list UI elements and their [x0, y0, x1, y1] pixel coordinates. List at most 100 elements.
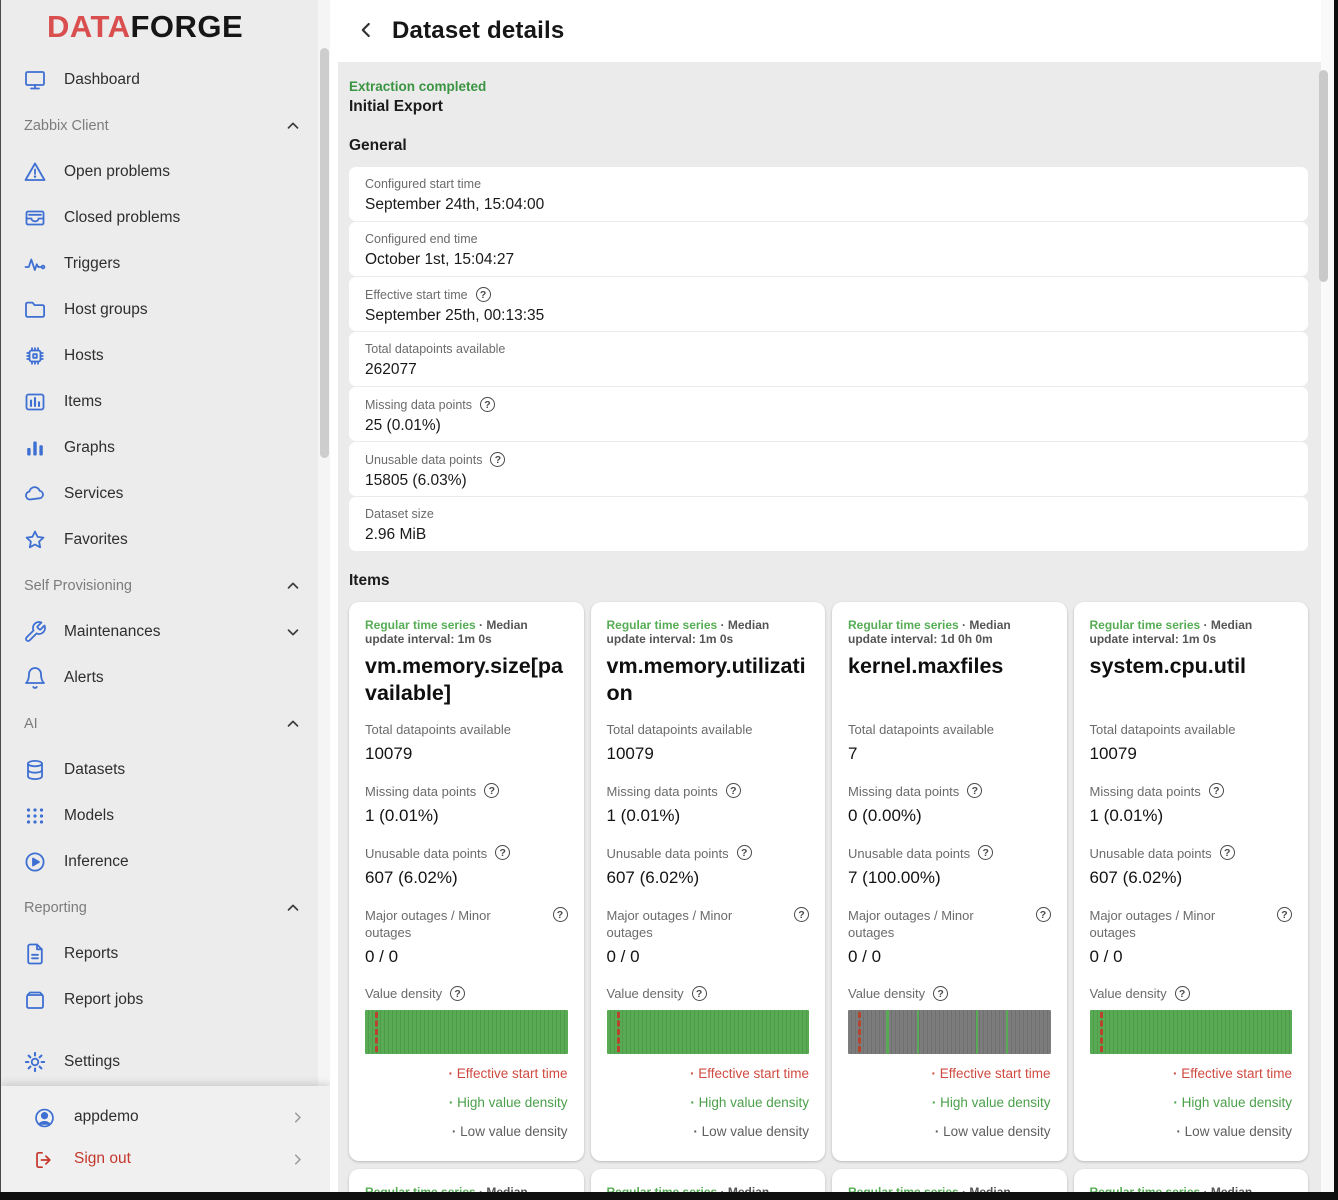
stat-value: 10079 — [365, 744, 413, 763]
item-card-kernel-maxfiles[interactable]: Regular time seriesMedian update interva… — [832, 602, 1067, 1161]
help-icon[interactable] — [552, 907, 568, 922]
help-icon[interactable] — [967, 783, 983, 798]
help-icon[interactable] — [1219, 845, 1235, 860]
value-density-block: Value density — [365, 986, 568, 1054]
help-icon[interactable] — [725, 783, 741, 798]
main-scrollbar-thumb[interactable] — [1319, 70, 1328, 282]
help-icon[interactable] — [490, 452, 506, 467]
stat-value: 607 (6.02%) — [1089, 868, 1183, 887]
sidebar-item-label: Host groups — [64, 301, 148, 318]
sidebar-item-inference[interactable]: Inference — [1, 839, 330, 885]
help-icon[interactable] — [933, 986, 949, 1001]
main-scrollbar-track[interactable] — [1319, 0, 1334, 1200]
sidebar-section-self-provisioning[interactable]: Self Provisioning — [1, 563, 330, 609]
sidebar-item-items[interactable]: Items — [1, 379, 330, 425]
help-icon[interactable] — [484, 783, 500, 798]
help-icon[interactable] — [736, 845, 752, 860]
stat-value: 0 (0.00%) — [848, 806, 922, 825]
app-logo[interactable]: DATAFORGE — [1, 0, 330, 57]
sidebar-scrollbar-track[interactable] — [318, 0, 330, 1200]
sidebar-footer-sign-out[interactable]: Sign out — [1, 1138, 330, 1180]
sidebar-item-reports[interactable]: Reports — [1, 931, 330, 977]
sidebar-section-label: Reporting — [24, 900, 87, 916]
status-block: Extraction completed Initial Export — [349, 79, 1308, 116]
stat-missing-data-points: Missing data points 1 (0.01%) — [607, 783, 810, 826]
sidebar-item-graphs[interactable]: Graphs — [1, 425, 330, 471]
chevron-up-icon[interactable] — [284, 715, 302, 733]
sidebar-item-host-groups[interactable]: Host groups — [1, 287, 330, 333]
chevron-up-icon[interactable] — [284, 117, 302, 135]
sidebar-item-label: Closed problems — [64, 209, 181, 226]
stat-label: Total datapoints available — [606, 722, 753, 737]
legend-low-value-density: Low value density — [607, 1117, 809, 1146]
legend-low-value-density: Low value density — [848, 1117, 1050, 1146]
stat-label: Unusable data points — [848, 846, 971, 861]
star-icon — [23, 528, 47, 552]
sidebar-item-label: Favorites — [64, 531, 128, 548]
dataset-name: Initial Export — [349, 98, 443, 115]
sidebar-item-report-jobs[interactable]: Report jobs — [1, 977, 330, 1023]
help-icon[interactable] — [1208, 783, 1224, 798]
sidebar-item-label: Triggers — [64, 255, 121, 272]
sidebar-item-settings[interactable]: Settings — [1, 1039, 330, 1085]
back-button[interactable] — [353, 17, 379, 46]
stat-total-datapoints-available: Total datapoints available 7 — [848, 721, 1051, 764]
logout-icon — [33, 1148, 56, 1171]
help-icon[interactable] — [794, 907, 809, 922]
sidebar-section-ai[interactable]: AI — [1, 701, 330, 747]
user-circle-icon — [33, 1106, 56, 1129]
monitor-icon — [23, 68, 47, 92]
sidebar-item-triggers[interactable]: Triggers — [1, 241, 330, 287]
value-density-label: Value density — [1089, 986, 1167, 1001]
high-density-stripe — [975, 1010, 979, 1054]
folder-icon — [23, 298, 47, 322]
help-icon[interactable] — [450, 986, 466, 1001]
general-row-label: Effective start time — [365, 287, 468, 302]
item-card-vm-memory-utilization[interactable]: Regular time seriesMedian update interva… — [590, 602, 825, 1161]
sidebar-footer-label: appdemo — [74, 1108, 139, 1125]
sidebar-item-favorites[interactable]: Favorites — [1, 517, 330, 563]
sidebar-item-alerts[interactable]: Alerts — [1, 655, 330, 701]
sidebar-item-models[interactable]: Models — [1, 793, 330, 839]
legend-high-value-density: High value density — [607, 1088, 809, 1117]
sidebar-item-hosts[interactable]: Hosts — [1, 333, 330, 379]
chevron-up-icon[interactable] — [284, 577, 302, 595]
sidebar-footer-appdemo[interactable]: appdemo — [1, 1096, 330, 1138]
item-card-system-cpu-util[interactable]: Regular time seriesMedian update interva… — [1073, 602, 1308, 1161]
chevron-down-icon[interactable] — [284, 623, 302, 641]
help-icon[interactable] — [1035, 907, 1051, 922]
help-icon[interactable] — [691, 986, 707, 1001]
sidebar-item-dashboard[interactable]: Dashboard — [1, 57, 330, 103]
sidebar-item-datasets[interactable]: Datasets — [1, 747, 330, 793]
chevron-right-icon[interactable] — [289, 1151, 306, 1168]
general-row-label: Configured end time — [365, 232, 478, 246]
stat-value: 607 (6.02%) — [606, 868, 700, 887]
sidebar-section-zabbix-client[interactable]: Zabbix Client — [1, 103, 330, 149]
item-card-vm-memory-size-pavailable[interactable]: Regular time seriesMedian update interva… — [349, 602, 584, 1161]
sidebar-item-services[interactable]: Services — [1, 471, 330, 517]
sidebar-item-label: Items — [64, 393, 102, 410]
legend-effective-start-time: Effective start time — [1090, 1059, 1292, 1088]
sidebar-item-closed-problems[interactable]: Closed problems — [1, 195, 330, 241]
sidebar-scrollbar-thumb[interactable] — [319, 48, 329, 458]
sidebar-item-label: Datasets — [64, 761, 126, 778]
help-icon[interactable] — [978, 845, 994, 860]
effective-start-marker — [375, 1012, 379, 1052]
help-icon[interactable] — [495, 845, 511, 860]
stat-label: Missing data points — [606, 784, 718, 799]
sidebar-item-open-problems[interactable]: Open problems — [1, 149, 330, 195]
chevron-up-icon[interactable] — [284, 899, 302, 917]
value-density-block: Value density — [848, 986, 1051, 1054]
sidebar-footer-label: Sign out — [74, 1150, 131, 1167]
help-icon[interactable] — [1174, 986, 1190, 1001]
stat-major-outages-minor-outages: Major outages / Minor outages 0 / 0 — [607, 907, 809, 967]
sidebar-item-maintenances[interactable]: Maintenances — [1, 609, 330, 655]
value-density-bar — [365, 1010, 568, 1054]
help-icon[interactable] — [475, 287, 491, 302]
help-icon[interactable] — [1277, 907, 1292, 922]
chevron-right-icon[interactable] — [289, 1109, 306, 1126]
general-row-value: 15805 (6.03%) — [365, 472, 467, 489]
sidebar-section-reporting[interactable]: Reporting — [1, 885, 330, 931]
help-icon[interactable] — [480, 397, 496, 412]
